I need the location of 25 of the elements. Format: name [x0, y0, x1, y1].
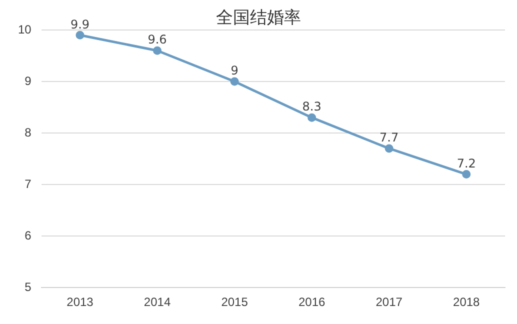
data-label: 9 [230, 64, 238, 78]
x-tick-label: 2015 [221, 295, 248, 310]
y-tick-label: 7 [24, 176, 32, 191]
point [153, 46, 162, 55]
point [462, 170, 471, 179]
data-label: 8.3 [302, 100, 322, 114]
data-label: 7.2 [456, 156, 476, 170]
data-label: 9.9 [70, 17, 90, 32]
point [308, 113, 316, 122]
x-tick-label: 2014 [144, 295, 171, 310]
y-tick-label: 8 [24, 125, 32, 140]
x-tick-label: 2013 [66, 295, 94, 310]
y-tick-label: 5 [24, 280, 32, 294]
data-label: 7.7 [380, 130, 399, 145]
data-label: 9.6 [148, 32, 167, 47]
point [230, 77, 239, 86]
y-tick-label: 9 [24, 74, 32, 88]
x-tick-label: 2017 [376, 295, 403, 310]
x-tick-label: 2018 [453, 295, 480, 310]
chart-title: 全国结婚率 [216, 8, 301, 28]
point [76, 30, 84, 40]
point [384, 144, 394, 153]
y-tick-label: 10 [18, 22, 32, 36]
x-tick-label: 2016 [298, 295, 326, 310]
y-tick-label: 6 [24, 228, 32, 242]
